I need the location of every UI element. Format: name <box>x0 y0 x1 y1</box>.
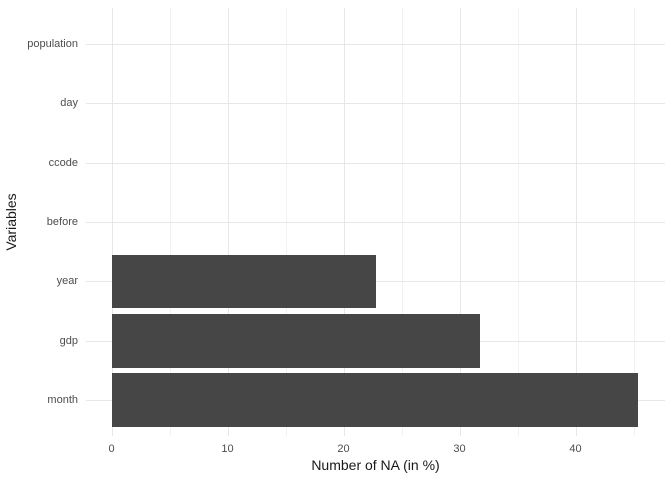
y-tick-label-before: before <box>46 215 78 228</box>
x-tick-label-20: 20 <box>337 443 350 455</box>
y-tick-label-ccode: ccode <box>48 156 78 169</box>
bar-gdp <box>111 314 481 368</box>
x-tick-label-0: 0 <box>108 443 115 455</box>
x-axis-title: Number of NA (in %) <box>311 457 440 473</box>
gridline-major-y-ccode <box>86 162 665 164</box>
gridline-major-y-day <box>86 103 665 105</box>
x-tick-label-40: 40 <box>569 443 582 455</box>
y-tick-label-gdp: gdp <box>59 334 78 347</box>
gridline-major-y-population <box>86 43 665 45</box>
y-tick-label-day: day <box>60 97 78 110</box>
x-tick-label-10: 10 <box>221 443 234 455</box>
gridline-major-y-before <box>86 221 665 223</box>
plot-panel <box>86 8 665 436</box>
y-tick-label-year: year <box>56 275 78 288</box>
bar-month <box>111 373 639 427</box>
y-tick-label-population: population <box>27 37 78 50</box>
y-tick-label-month: month <box>47 394 78 407</box>
bar-year <box>111 254 376 309</box>
x-tick-label-30: 30 <box>453 443 466 455</box>
